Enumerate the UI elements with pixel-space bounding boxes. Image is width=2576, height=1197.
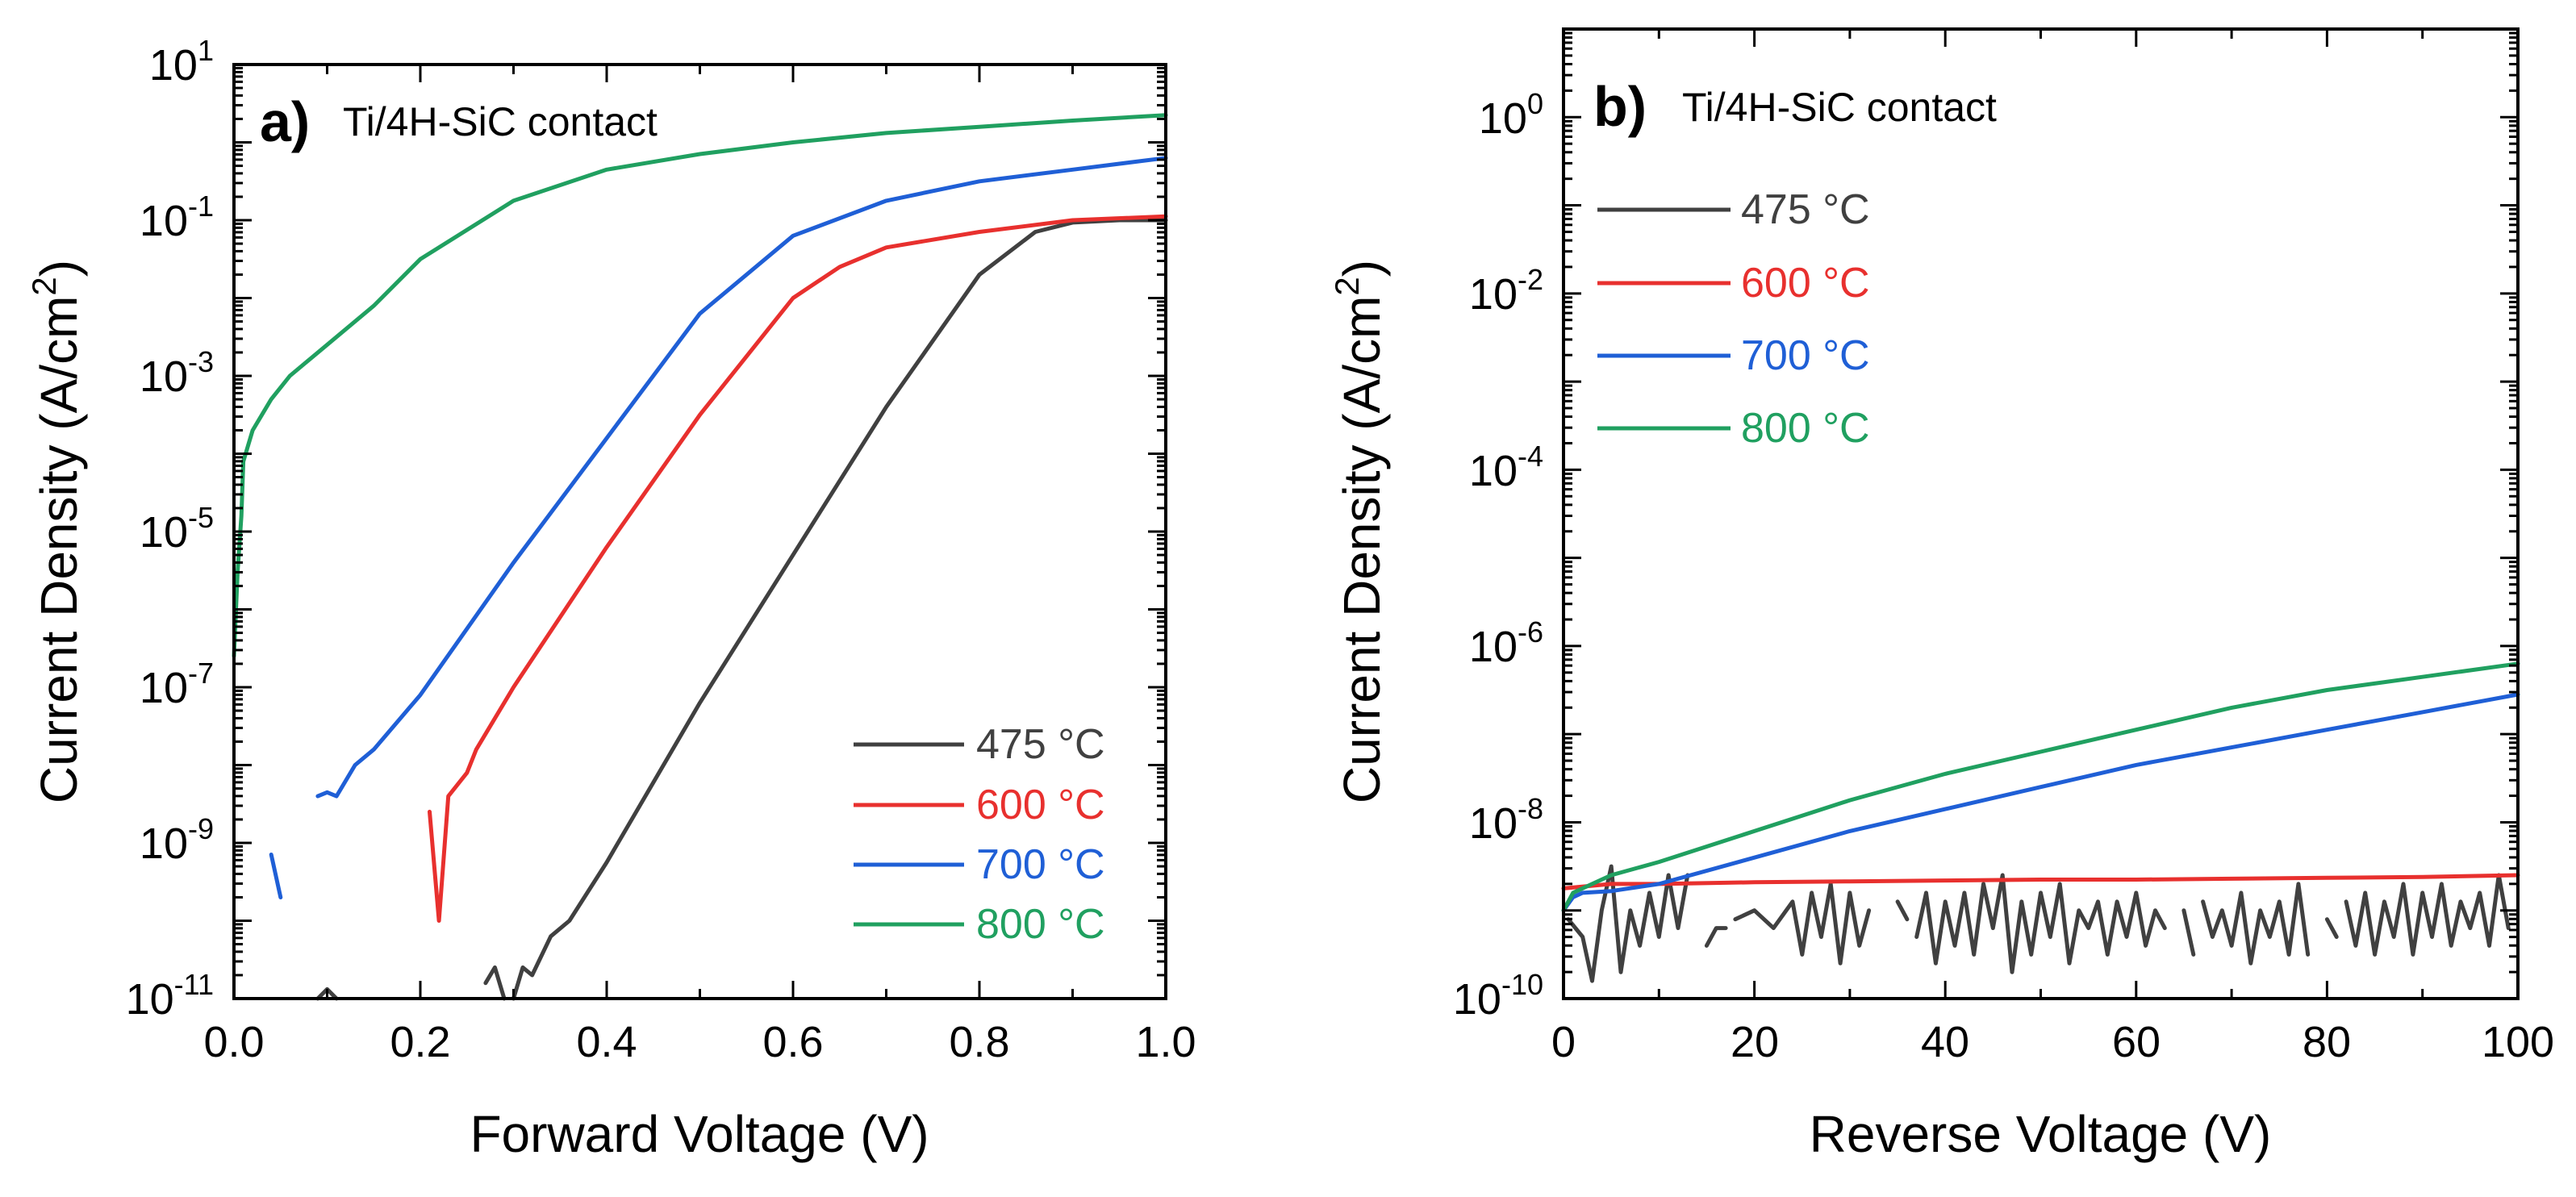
panel-b-ylabel: Current Density (A/cm2) <box>1328 260 1391 803</box>
panel-a-ylabel: Current Density (A/cm2) <box>25 260 88 803</box>
panel-a-curves <box>232 113 1168 1001</box>
series-line-475-c-seg-7 <box>2324 917 2339 939</box>
panel-a-ytick-label: 10-7 <box>140 657 214 712</box>
panel-a-xtick-label: 0.6 <box>762 1018 823 1066</box>
panel-a-title: Ti/4H-SiC contact <box>343 99 658 144</box>
panel-b-xtick-label: 0 <box>1551 1018 1576 1066</box>
panel-a-xtick-label: 0.2 <box>390 1018 450 1066</box>
series-line-475-c-seg-6 <box>2201 882 2311 966</box>
panel-b-xtick-label: 40 <box>1921 1018 1969 1066</box>
panel-b-frame <box>1562 27 2520 1000</box>
panel-b-ytick-label: 10-8 <box>1469 792 1543 848</box>
legend-label-800: 800 °C <box>976 901 1105 948</box>
series-line-700-c-seg-0 <box>1561 692 2520 913</box>
panel-a-ytick-label: 10-5 <box>140 501 214 557</box>
legend-label-700: 700 °C <box>1741 332 1870 379</box>
panel-a: a) Ti/4H-SiC contact 0.0 0.2 0.4 0.6 0.8… <box>25 34 1196 1163</box>
series-line-475-c-seg-0 <box>1566 864 1690 983</box>
panel-a-xlabel: Forward Voltage (V) <box>470 1105 929 1163</box>
series-line-475-c-seg-3 <box>1895 899 1910 922</box>
series-line-700-c-seg-0 <box>269 853 283 899</box>
series-line-475-c-seg-4 <box>1914 873 2167 974</box>
series-line-800-c-seg-0 <box>1561 661 2520 913</box>
panel-b-xtick-label: 60 <box>2112 1018 2161 1066</box>
panel-b-ytick-label: 10-6 <box>1469 615 1543 671</box>
panel-a-xtick-label: 1.0 <box>1135 1018 1196 1066</box>
panel-a-ytick-label: 101 <box>149 34 214 90</box>
series-line-475-c-seg-1 <box>483 965 507 1001</box>
panel-a-ytick-label: 10-11 <box>126 968 214 1024</box>
panel-b-xtick-label: 80 <box>2303 1018 2351 1066</box>
panel-b-ytick-label: 10-10 <box>1453 968 1543 1024</box>
panel-a-xtick-label: 0.0 <box>203 1018 264 1066</box>
series-line-475-c-seg-2 <box>511 218 1168 1001</box>
panel-b-ytick-label: 10-4 <box>1469 440 1543 495</box>
panel-a-legend: 475 °C 600 °C 700 °C 800 °C <box>854 721 1105 948</box>
panel-b-xlabel: Reverse Voltage (V) <box>1810 1105 2272 1163</box>
panel-b-legend: 475 °C 600 °C 700 °C 800 °C <box>1597 186 1870 452</box>
legend-label-600: 600 °C <box>976 782 1105 828</box>
panel-a-letter: a) <box>260 90 310 153</box>
panel-a-ytick-label: 10-1 <box>140 190 214 245</box>
panel-b-xtick-label: 20 <box>1731 1018 1779 1066</box>
series-line-800-c-seg-0 <box>232 113 1168 658</box>
panel-a-frame <box>232 63 1167 1000</box>
series-line-475-c-seg-1 <box>1704 926 1728 948</box>
panel-b-ytick-label: 100 <box>1479 87 1543 143</box>
panel-a-xtick-label: 0.4 <box>576 1018 637 1066</box>
panel-b-letter: b) <box>1593 75 1647 138</box>
legend-label-475: 475 °C <box>1741 186 1870 233</box>
legend-label-475: 475 °C <box>976 721 1105 768</box>
panel-b-title: Ti/4H-SiC contact <box>1682 85 1997 130</box>
panel-a-ytick-label: 10-3 <box>140 345 214 401</box>
panel-a-plot-area <box>232 63 1168 1001</box>
panel-b-curves <box>1561 661 2520 983</box>
series-line-475-c-seg-2 <box>1733 882 1872 966</box>
series-line-475-c-seg-5 <box>2181 908 2196 957</box>
series-line-700-c-seg-1 <box>315 156 1168 799</box>
legend-label-600: 600 °C <box>1741 260 1870 307</box>
panel-b-xtick-label: 100 <box>2482 1018 2554 1066</box>
series-line-475-c-seg-8 <box>2344 873 2511 957</box>
series-line-600-c-seg-0 <box>428 214 1168 923</box>
panel-a-xtick-label: 0.8 <box>949 1018 1009 1066</box>
panel-b: b) Ti/4H-SiC contact 0 20 40 60 80 100 1… <box>1328 27 2554 1163</box>
legend-label-700: 700 °C <box>976 841 1105 888</box>
panel-a-ytick-label: 10-9 <box>140 812 214 868</box>
panel-b-plot-area <box>1561 27 2520 1000</box>
panel-b-ytick-label: 10-2 <box>1469 263 1543 319</box>
legend-label-800: 800 °C <box>1741 405 1870 452</box>
